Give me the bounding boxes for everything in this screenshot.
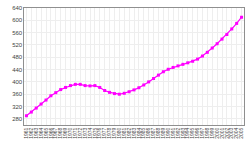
svg-text:2000: 2000 xyxy=(214,127,220,138)
svg-text:2002: 2002 xyxy=(224,127,230,138)
svg-text:360: 360 xyxy=(12,91,23,97)
svg-text:280: 280 xyxy=(12,116,23,122)
svg-text:1961: 1961 xyxy=(23,127,29,138)
svg-text:1987: 1987 xyxy=(150,127,156,138)
svg-text:1974: 1974 xyxy=(87,127,93,138)
svg-text:1993: 1993 xyxy=(180,127,186,138)
svg-text:440: 440 xyxy=(12,67,23,73)
svg-text:1997: 1997 xyxy=(199,127,205,138)
svg-text:1991: 1991 xyxy=(170,127,176,138)
svg-text:600: 600 xyxy=(12,17,23,23)
svg-text:1995: 1995 xyxy=(189,127,195,138)
svg-text:1965: 1965 xyxy=(43,127,49,138)
svg-text:1996: 1996 xyxy=(194,127,200,138)
svg-text:1969: 1969 xyxy=(62,127,68,138)
svg-text:1983: 1983 xyxy=(131,127,137,138)
svg-text:1975: 1975 xyxy=(92,127,98,138)
svg-text:1976: 1976 xyxy=(96,127,102,138)
svg-text:1985: 1985 xyxy=(140,127,146,138)
svg-text:320: 320 xyxy=(12,104,23,110)
svg-text:1994: 1994 xyxy=(184,127,190,138)
svg-text:2003: 2003 xyxy=(228,127,234,138)
svg-text:1964: 1964 xyxy=(38,127,44,138)
svg-text:1966: 1966 xyxy=(48,127,54,138)
svg-text:1967: 1967 xyxy=(52,127,58,138)
svg-text:1973: 1973 xyxy=(82,127,88,138)
svg-text:1980: 1980 xyxy=(116,127,122,138)
svg-text:1970: 1970 xyxy=(67,127,73,138)
svg-text:1998: 1998 xyxy=(204,127,210,138)
svg-text:640: 640 xyxy=(12,5,23,11)
svg-text:560: 560 xyxy=(12,30,23,36)
svg-text:1963: 1963 xyxy=(33,127,39,138)
svg-text:2005: 2005 xyxy=(238,127,244,138)
svg-text:1972: 1972 xyxy=(77,127,83,138)
svg-text:480: 480 xyxy=(12,54,23,60)
svg-text:1999: 1999 xyxy=(209,127,215,138)
svg-text:1977: 1977 xyxy=(101,127,107,138)
svg-text:1962: 1962 xyxy=(28,127,34,138)
svg-text:1979: 1979 xyxy=(111,127,117,138)
svg-text:2004: 2004 xyxy=(233,127,239,138)
svg-text:1984: 1984 xyxy=(136,127,142,138)
svg-text:520: 520 xyxy=(12,42,23,48)
svg-text:1986: 1986 xyxy=(145,127,151,138)
svg-text:2001: 2001 xyxy=(219,127,225,138)
svg-text:1989: 1989 xyxy=(160,127,166,138)
svg-text:1978: 1978 xyxy=(106,127,112,138)
svg-text:1990: 1990 xyxy=(165,127,171,138)
svg-text:400: 400 xyxy=(12,79,23,85)
svg-text:1968: 1968 xyxy=(57,127,63,138)
svg-text:1982: 1982 xyxy=(126,127,132,138)
svg-text:1988: 1988 xyxy=(155,127,161,138)
svg-text:1981: 1981 xyxy=(121,127,127,138)
svg-text:1992: 1992 xyxy=(175,127,181,138)
svg-text:1971: 1971 xyxy=(72,127,78,138)
